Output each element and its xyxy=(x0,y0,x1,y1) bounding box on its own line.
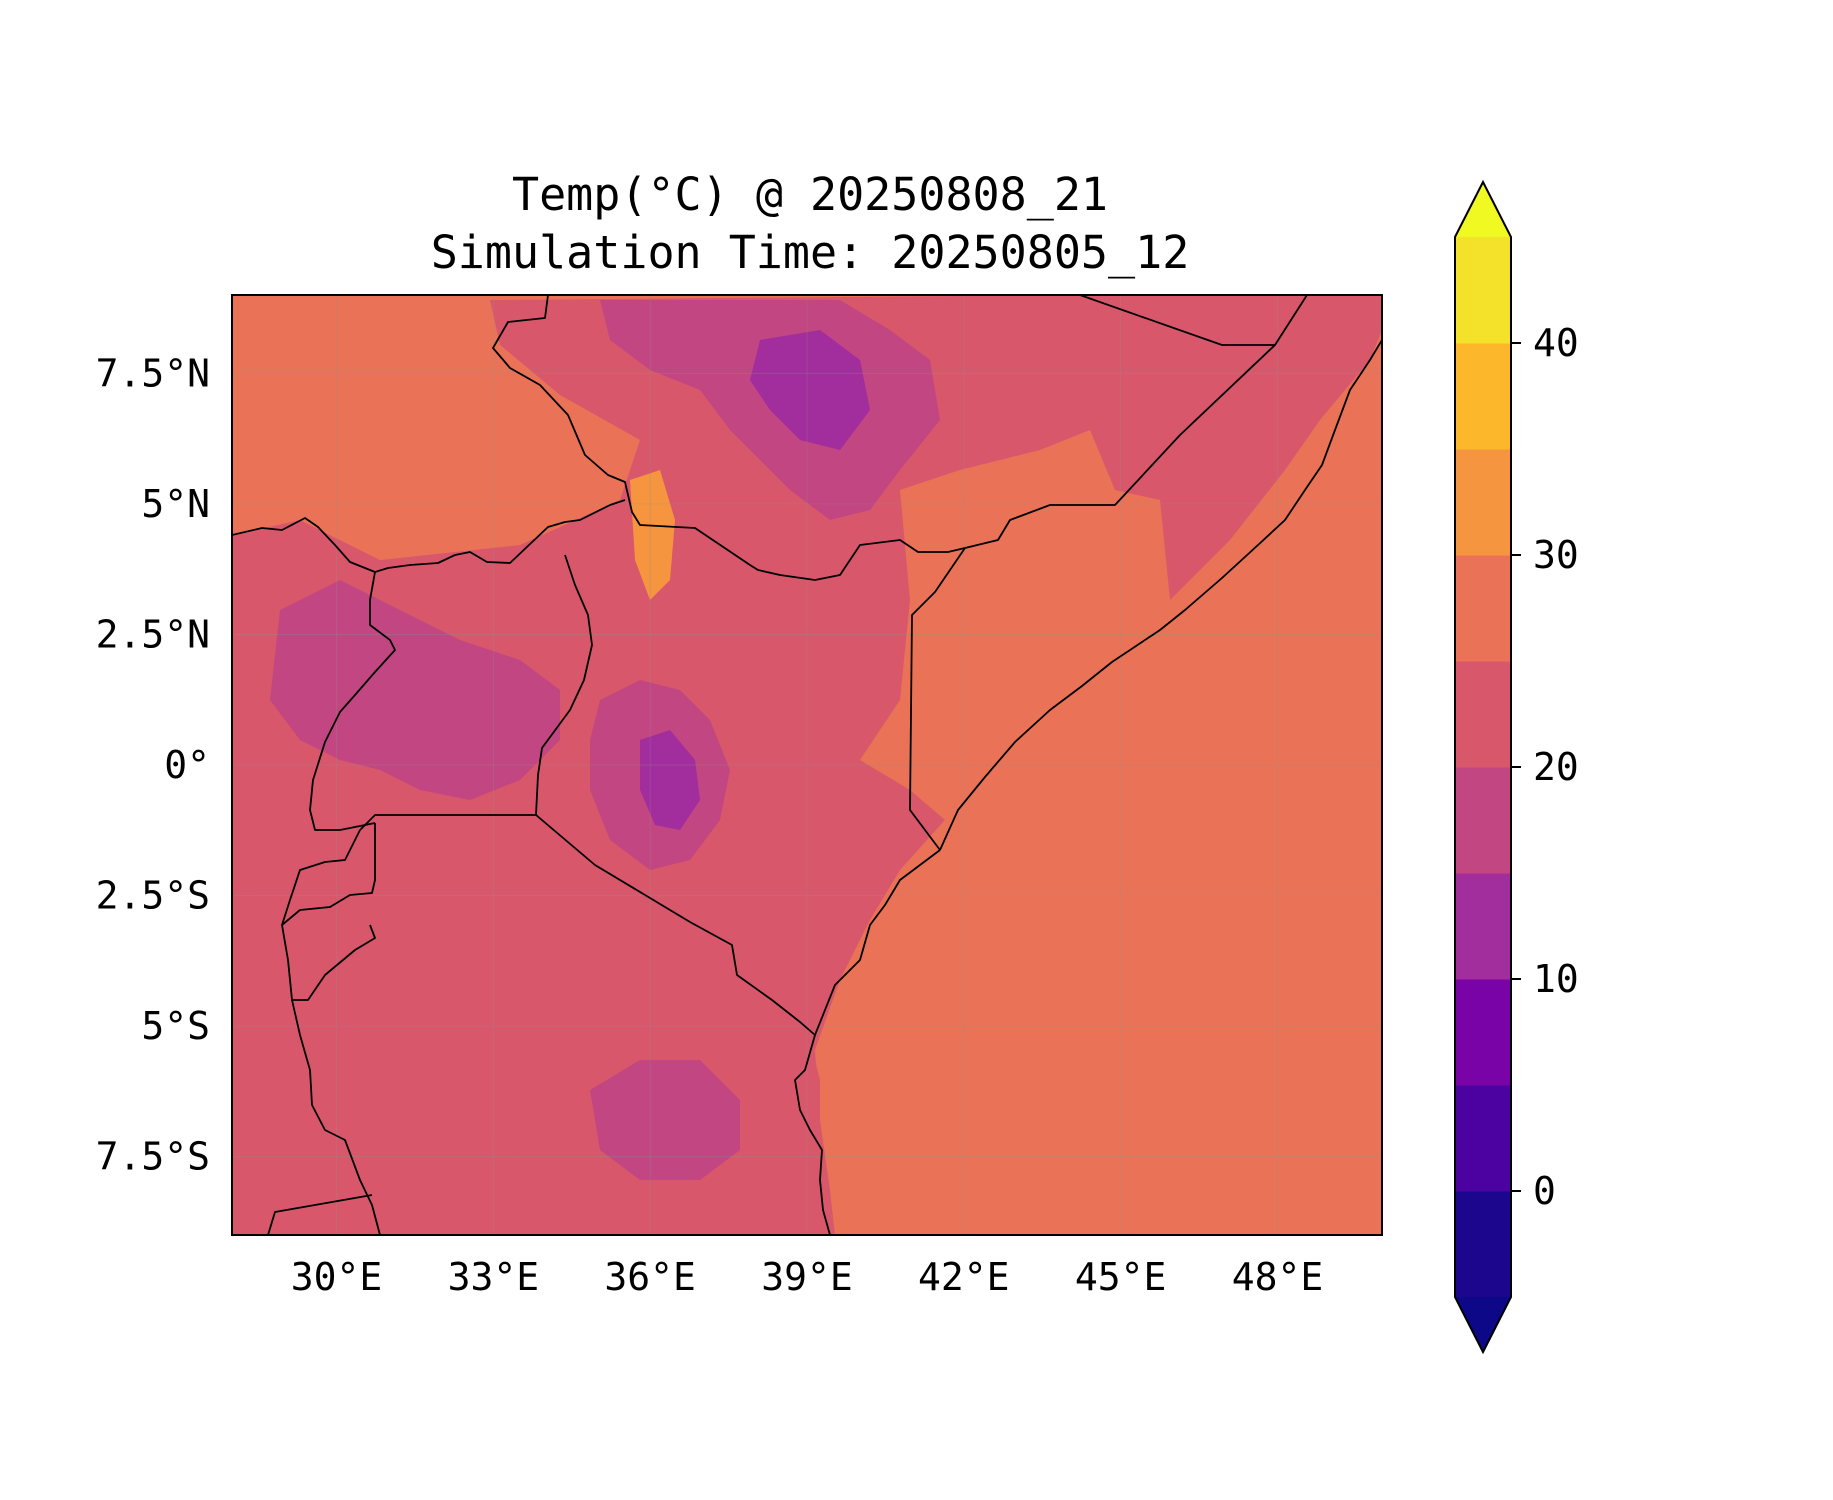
colorbar-tick-label: 30 xyxy=(1533,533,1579,577)
horn-warm-land-region xyxy=(860,430,1170,820)
x-tick-label: 33°E xyxy=(448,1255,540,1299)
colorbar-extend-max xyxy=(1455,182,1511,237)
kenya-tanzania-border xyxy=(535,814,816,1036)
colorbar-segment xyxy=(1455,237,1511,344)
turkana-warm-region xyxy=(630,470,675,600)
x-tick-label: 42°E xyxy=(918,1255,1010,1299)
y-tick-label: 7.5°N xyxy=(96,351,210,395)
x-tick-label: 39°E xyxy=(761,1255,853,1299)
temperature-regions xyxy=(232,295,1382,1235)
lake-victoria-south-border xyxy=(359,814,536,831)
kenya-tanzania-coastline xyxy=(794,849,941,1235)
y-tick-label: 2.5°S xyxy=(96,874,210,918)
colorbar-tick-label: 10 xyxy=(1533,957,1579,1001)
y-tick-label: 5°S xyxy=(141,1004,210,1048)
colorbar-segment xyxy=(1455,555,1511,662)
x-tick-label: 30°E xyxy=(291,1255,383,1299)
sudan-ethiopia-border xyxy=(492,295,966,581)
uganda-kenya-border xyxy=(535,554,593,816)
lake-tanganyika-border xyxy=(291,999,381,1235)
colorbar-segment xyxy=(1455,979,1511,1086)
x-tick-label: 45°E xyxy=(1075,1255,1167,1299)
temperature-map xyxy=(232,295,1382,1235)
y-tick-label: 2.5°N xyxy=(96,612,210,656)
rwanda-burundi-border xyxy=(281,823,376,926)
tanzania-highlands-cold-region xyxy=(590,1060,740,1180)
south-sudan-uganda-border xyxy=(232,499,626,573)
colorbar-segment xyxy=(1455,1085,1511,1192)
x-tick-label: 48°E xyxy=(1232,1255,1324,1299)
colorbar: 0 10 20 30 40 xyxy=(1454,179,1579,1355)
colorbar-tick-label: 40 xyxy=(1533,321,1579,365)
ethiopia-somalia-border xyxy=(964,295,1308,549)
uganda-cool-region xyxy=(270,580,560,800)
y-axis-ticks: 7.5°N 5°N 2.5°N 0° 2.5°S 5°S 7.5°S xyxy=(96,351,210,1178)
tanzania-west-border xyxy=(281,924,376,1001)
title-line-1: Temp(°C) @ 20250808_21 xyxy=(512,168,1108,221)
ethiopia-highlands-colder-region xyxy=(750,330,870,450)
colorbar-segment xyxy=(1455,1191,1511,1298)
colorbar-tick-label: 0 xyxy=(1533,1169,1556,1213)
lowland-warm-region xyxy=(232,400,520,560)
x-tick-label: 36°E xyxy=(604,1255,696,1299)
colorbar-outline xyxy=(1454,179,1512,1355)
colorbar-segment xyxy=(1455,767,1511,874)
somalia-coastline xyxy=(939,339,1382,851)
y-tick-label: 0° xyxy=(164,743,210,787)
map-frame xyxy=(231,294,1383,1236)
kenya-highlands-colder-region xyxy=(640,730,700,830)
colorbar-extend-min xyxy=(1455,1297,1511,1352)
country-borders xyxy=(232,295,1382,1235)
y-tick-label: 7.5°S xyxy=(96,1135,210,1179)
y-tick-label: 5°N xyxy=(141,482,210,526)
colorbar-tick-label: 20 xyxy=(1533,745,1579,789)
kenya-somalia-border xyxy=(909,547,966,851)
x-axis-ticks: 30°E 33°E 36°E 39°E 42°E 45°E 48°E xyxy=(291,1255,1323,1299)
colorbar-segment xyxy=(1455,449,1511,556)
djibouti-border xyxy=(1079,295,1275,346)
colorbar-segment xyxy=(1455,873,1511,980)
colorbar-segment xyxy=(1455,661,1511,768)
graticule xyxy=(232,295,1382,1235)
malawi-zambia-border xyxy=(267,1194,373,1235)
title-line-2: Simulation Time: 20250805_12 xyxy=(431,226,1190,279)
colorbar-segment xyxy=(1455,343,1511,450)
uganda-drc-border xyxy=(309,571,396,831)
